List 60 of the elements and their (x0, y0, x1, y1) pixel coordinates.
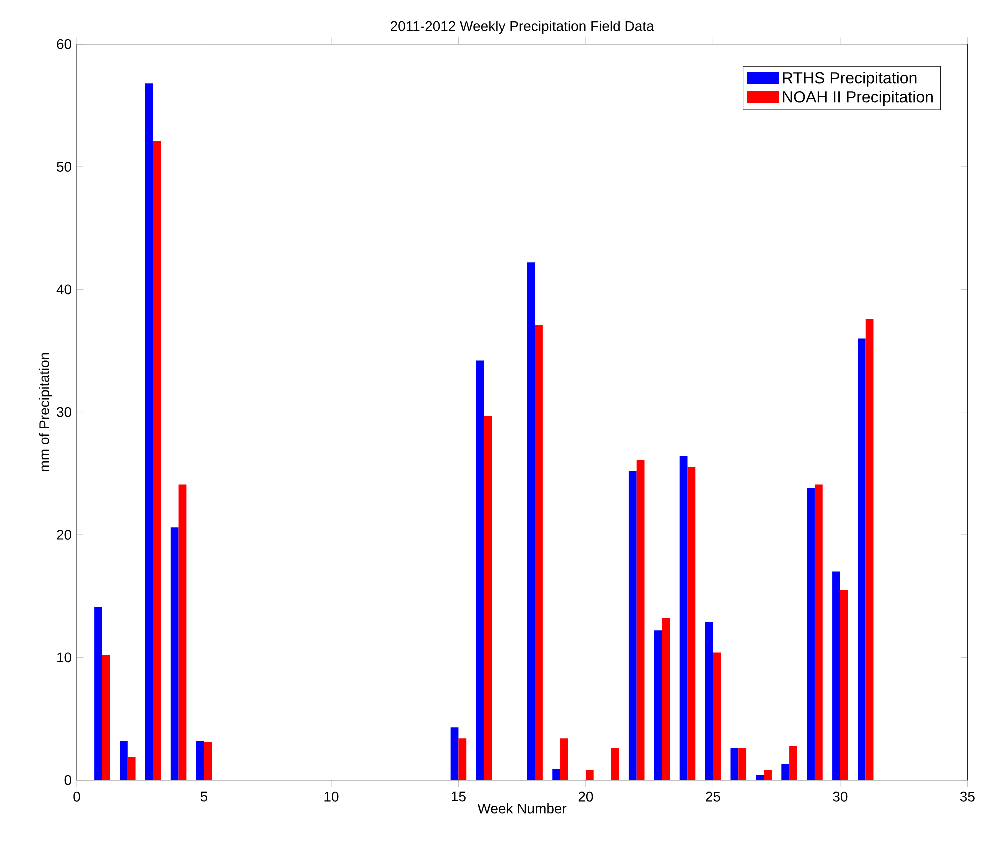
bar (636, 460, 645, 780)
bar (662, 618, 670, 780)
bar (560, 738, 568, 780)
bar (128, 757, 136, 780)
bar (611, 748, 620, 780)
bar (832, 572, 840, 780)
x-tick-label: 20 (578, 792, 594, 802)
bar (450, 728, 459, 780)
chart-title: 2011-2012 Weekly Precipitation Field Data (391, 21, 654, 34)
bar (688, 468, 696, 780)
bar (458, 738, 467, 780)
bar (586, 770, 594, 780)
bar (204, 742, 212, 780)
bar (196, 741, 204, 780)
bar (680, 456, 688, 780)
y-tick-label: 10 (58, 652, 72, 663)
legend-label: NOAH II Precipitation (783, 91, 933, 106)
bar (790, 746, 798, 780)
bar (782, 764, 790, 780)
bar (705, 622, 714, 780)
bar (145, 84, 154, 780)
x-tick-label: 0 (74, 792, 80, 802)
x-tick-label: 25 (706, 792, 720, 802)
bar (858, 338, 866, 780)
bar (102, 655, 110, 780)
bar (178, 484, 187, 780)
bar (552, 769, 561, 780)
bar (814, 484, 823, 780)
y-axis-title: mm of Precipitation (39, 353, 52, 472)
bar (807, 488, 815, 780)
bar (764, 770, 772, 780)
y-tick-label: 50 (57, 162, 72, 172)
bar (756, 775, 764, 780)
bar (484, 416, 492, 780)
x-axis-title: Week Number (478, 803, 567, 814)
bar (840, 590, 848, 780)
bar (94, 607, 102, 780)
bar (730, 748, 739, 780)
x-tick-label: 5 (200, 792, 208, 802)
y-tick-label: 60 (57, 39, 72, 50)
y-tick-label: 0 (64, 775, 72, 786)
y-tick-label: 20 (57, 530, 72, 540)
bar (654, 630, 662, 780)
x-tick-label: 15 (452, 792, 466, 802)
x-tick-label: 30 (833, 792, 848, 802)
y-tick-label: 30 (57, 407, 72, 418)
y-tick-label: 40 (56, 284, 72, 295)
bar (527, 262, 536, 780)
bar (866, 319, 874, 780)
bar (153, 141, 162, 780)
legend-label: RTHS Precipitation (783, 72, 917, 87)
x-tick-label: 10 (324, 792, 339, 802)
x-tick-label: 35 (960, 792, 975, 802)
bar (476, 360, 484, 780)
bar (535, 325, 543, 780)
bar (120, 741, 128, 780)
bar (713, 652, 722, 780)
bar (170, 528, 179, 780)
bar (738, 748, 747, 780)
bar (628, 471, 637, 780)
